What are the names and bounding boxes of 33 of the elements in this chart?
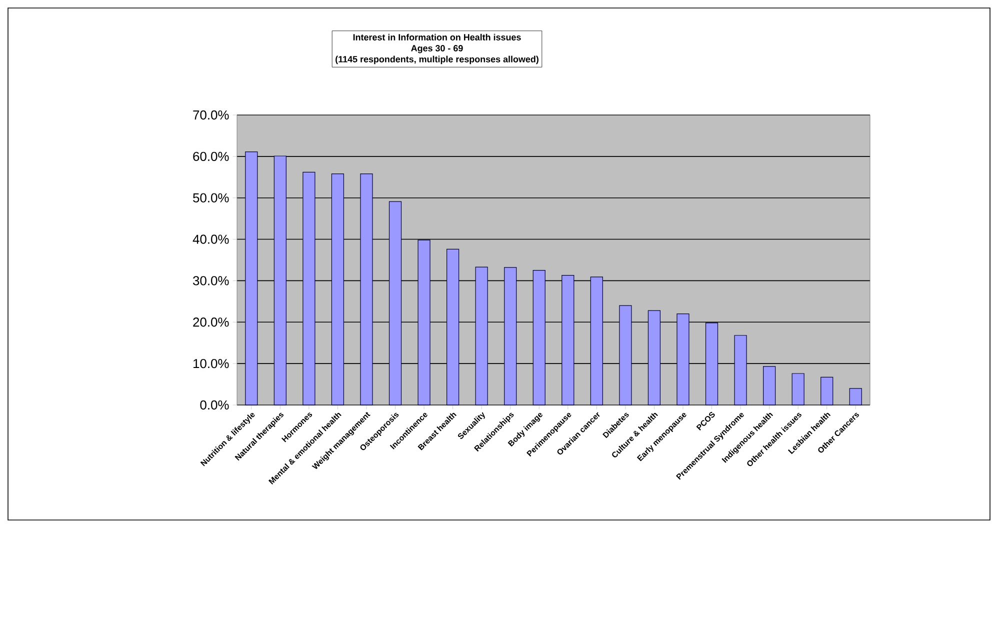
y-tick-label: 60.0%: [193, 152, 229, 161]
bar: [360, 174, 373, 406]
bar: [562, 275, 574, 406]
bar: [849, 388, 862, 406]
chart-subtitle: Ages 30 - 69: [411, 45, 463, 54]
bar: [446, 248, 460, 406]
bar: [418, 240, 430, 406]
bar: [590, 276, 603, 406]
bar: [388, 201, 402, 406]
bar: [532, 270, 546, 406]
bar: [274, 156, 286, 406]
bar: [245, 152, 258, 406]
bar: [504, 267, 517, 406]
bar: [648, 310, 661, 406]
chart-title: Interest in Information on Health issues: [353, 34, 521, 40]
y-tick-label: 10.0%: [194, 358, 229, 368]
bar: [763, 366, 776, 406]
bar: [331, 174, 344, 406]
bar: [302, 172, 316, 406]
bar: [792, 373, 804, 406]
bar: [619, 305, 632, 406]
y-tick-label: 20.0%: [193, 318, 229, 327]
y-tick-label: 0.0%: [200, 400, 229, 410]
text: (1145 respondents, multiple responses allowed): [336, 56, 538, 64]
bar: [820, 376, 834, 406]
bar: [475, 266, 488, 406]
y-tick-label: 30.0%: [193, 276, 229, 286]
bar: [676, 314, 690, 406]
y-tick-label: 70.0%: [193, 110, 229, 120]
bar: [734, 335, 747, 406]
bar: [705, 322, 718, 406]
y-tick-label: 50.0%: [193, 193, 229, 202]
y-tick-label: 40.0%: [192, 234, 229, 244]
